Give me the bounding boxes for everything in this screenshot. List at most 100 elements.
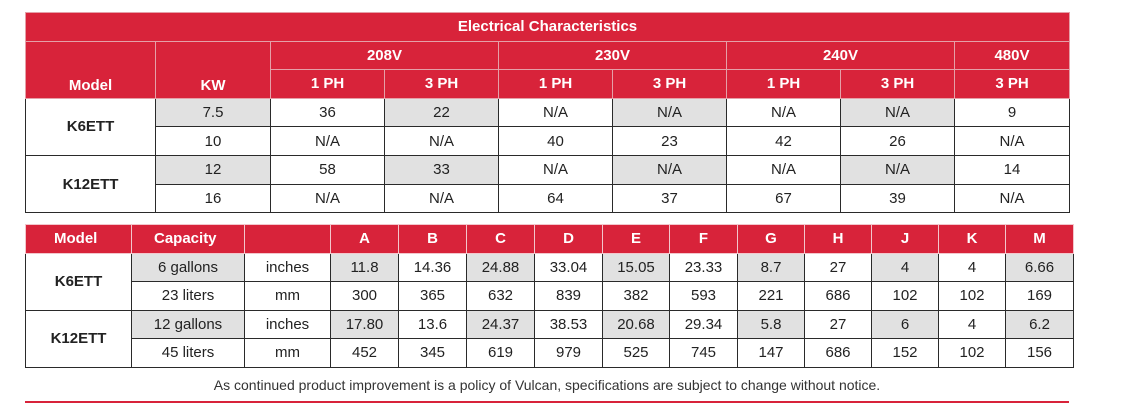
- table-cell: 686: [804, 338, 872, 368]
- voltage-header-480v: 480V: [954, 40, 1070, 71]
- column-header-unit: [244, 224, 331, 254]
- table-cell: N/A: [954, 126, 1070, 156]
- column-header-f: F: [669, 224, 738, 254]
- table-cell: 27: [804, 252, 872, 282]
- table-cell: N/A: [498, 154, 613, 185]
- table-cell: 4: [938, 309, 1006, 339]
- column-header-g: G: [737, 224, 805, 254]
- model-name: K6ETT: [25, 252, 132, 311]
- table-row: 23 liters mm 300 365 632 839 382 593 221…: [25, 281, 1074, 311]
- table-cell: 7.5: [155, 97, 271, 128]
- table-cell: 12 gallons: [131, 309, 245, 339]
- table-cell: 365: [398, 281, 467, 311]
- table-cell: 147: [737, 338, 805, 368]
- column-header-capacity: Capacity: [131, 224, 245, 254]
- table-cell: 33: [384, 154, 499, 185]
- table-cell: 632: [466, 281, 535, 311]
- table-cell: 64: [498, 183, 613, 214]
- table-cell: N/A: [612, 154, 727, 185]
- table-cell: 300: [330, 281, 399, 311]
- table-cell: 6.66: [1005, 252, 1074, 282]
- table-cell: 42: [726, 126, 841, 156]
- table-cell: inches: [244, 309, 331, 339]
- table-cell: N/A: [612, 97, 727, 128]
- column-header-c: C: [466, 224, 535, 254]
- table-cell: 14.36: [398, 252, 467, 282]
- phase-header: 3 PH: [384, 69, 499, 99]
- table-cell: 27: [804, 309, 872, 339]
- table-cell: 452: [330, 338, 399, 368]
- voltage-header-230v: 230V: [498, 40, 727, 71]
- table-cell: 345: [398, 338, 467, 368]
- table-cell: 12: [155, 154, 271, 185]
- voltage-header-208v: 208V: [270, 40, 499, 71]
- phase-header: 3 PH: [840, 69, 955, 99]
- table-cell: 102: [938, 281, 1006, 311]
- model-name: K12ETT: [25, 309, 132, 368]
- table-cell: 14: [954, 154, 1070, 185]
- table-row: 16 N/A N/A 64 37 67 39 N/A: [25, 183, 1070, 214]
- table-cell: 22: [384, 97, 499, 128]
- table-cell: 839: [534, 281, 603, 311]
- table-cell: 8.7: [737, 252, 805, 282]
- table-cell: 745: [669, 338, 738, 368]
- phase-header: 1 PH: [498, 69, 613, 99]
- footnote: As continued product improvement is a po…: [213, 377, 881, 393]
- table-cell: 593: [669, 281, 738, 311]
- table-cell: 221: [737, 281, 805, 311]
- table-cell: 11.8: [330, 252, 399, 282]
- table-cell: mm: [244, 338, 331, 368]
- table-cell: 26: [840, 126, 955, 156]
- voltage-header-240v: 240V: [726, 40, 955, 71]
- divider: [25, 401, 1069, 403]
- table-cell: N/A: [726, 154, 841, 185]
- column-header-h: H: [804, 224, 872, 254]
- table-cell: 15.05: [602, 252, 670, 282]
- table-cell: 33.04: [534, 252, 603, 282]
- table-cell: 29.34: [669, 309, 738, 339]
- table-cell: 45 liters: [131, 338, 245, 368]
- table-cell: 23.33: [669, 252, 738, 282]
- table-cell: 619: [466, 338, 535, 368]
- column-header-model: Model: [25, 224, 132, 254]
- table-cell: N/A: [954, 183, 1070, 214]
- table-cell: 24.37: [466, 309, 535, 339]
- table-cell: 169: [1005, 281, 1074, 311]
- table-cell: 39: [840, 183, 955, 214]
- table-cell: 6 gallons: [131, 252, 245, 282]
- column-header-j: J: [871, 224, 939, 254]
- table-cell: 37: [612, 183, 727, 214]
- table-cell: inches: [244, 252, 331, 282]
- table-cell: 20.68: [602, 309, 670, 339]
- table-cell: 156: [1005, 338, 1074, 368]
- table-cell: N/A: [840, 154, 955, 185]
- table-cell: 686: [804, 281, 872, 311]
- table-cell: 23 liters: [131, 281, 245, 311]
- table-cell: 58: [270, 154, 385, 185]
- electrical-characteristics-table: Electrical Characteristics Model KW 208V…: [25, 12, 1070, 214]
- table-cell: N/A: [498, 97, 613, 128]
- table-row: 45 liters mm 452 345 619 979 525 745 147…: [25, 338, 1074, 368]
- column-header-a: A: [330, 224, 399, 254]
- column-header-e: E: [602, 224, 670, 254]
- table-cell: N/A: [840, 97, 955, 128]
- table-title: Electrical Characteristics: [25, 12, 1070, 42]
- model-name: K12ETT: [25, 154, 156, 214]
- table-cell: 67: [726, 183, 841, 214]
- table-cell: 23: [612, 126, 727, 156]
- table-cell: N/A: [384, 183, 499, 214]
- column-header-d: D: [534, 224, 603, 254]
- table-cell: 4: [871, 252, 939, 282]
- phase-header: 1 PH: [726, 69, 841, 99]
- phase-header: 1 PH: [270, 69, 385, 99]
- table-cell: 9: [954, 97, 1070, 128]
- phase-header: 3 PH: [954, 69, 1070, 99]
- table-row: K12ETT 12 58 33 N/A N/A N/A N/A 14: [25, 154, 1070, 214]
- table-cell: 16: [155, 183, 271, 214]
- table-row: K12ETT 12 gallons inches 17.80 13.6 24.3…: [25, 309, 1074, 368]
- column-header-k: K: [938, 224, 1006, 254]
- table-row: 10 N/A N/A 40 23 42 26 N/A: [25, 126, 1070, 156]
- phase-header: 3 PH: [612, 69, 727, 99]
- table-cell: N/A: [270, 126, 385, 156]
- column-header-b: B: [398, 224, 467, 254]
